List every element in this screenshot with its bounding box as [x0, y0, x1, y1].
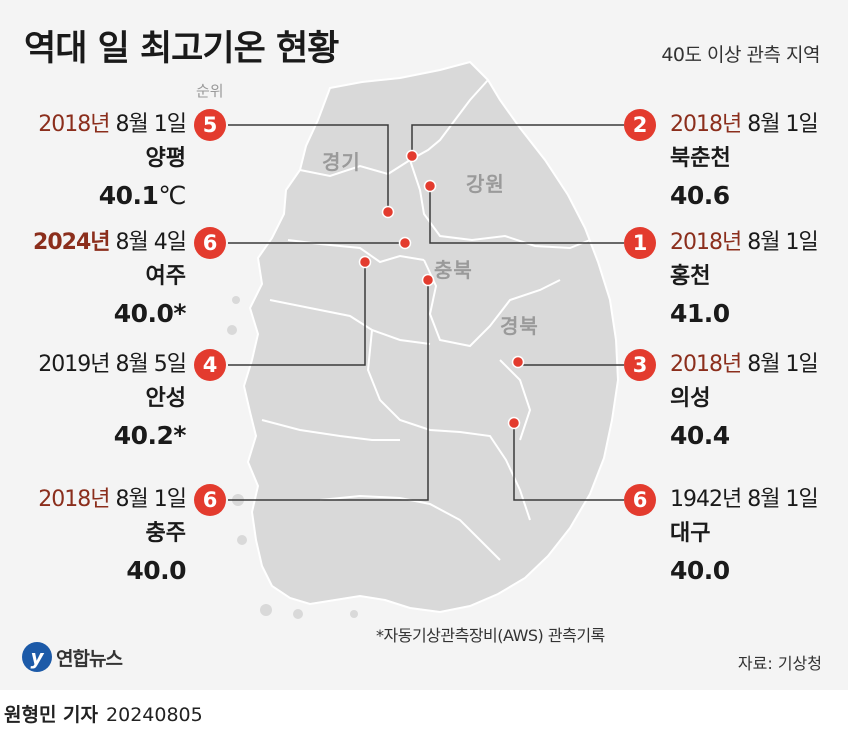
dot-daegu	[507, 416, 521, 430]
map-island	[232, 296, 240, 304]
entry-temp-value: 40.1	[98, 181, 159, 210]
entry-temp: 41.0	[670, 299, 730, 328]
entry-daegu: 1942년 8월 1일 대구 40.0	[670, 485, 848, 589]
entry-year: 2019년	[38, 352, 110, 377]
entry-temp: 40.2*	[113, 421, 187, 450]
region-label-gyeongbuk: 경북	[500, 314, 539, 338]
entry-date: 2018년 8월 1일	[670, 228, 848, 258]
entry-yangpyeong: 2018년 8월 1일 양평 40.1℃	[0, 110, 187, 214]
entry-year: 2018년	[670, 112, 742, 137]
entry-year: 2018년	[670, 230, 742, 255]
entry-year: 2024년	[33, 230, 110, 255]
entry-date: 2018년 8월 1일	[670, 350, 848, 380]
connector-daegu	[513, 423, 624, 501]
rank-badge: 4	[194, 349, 226, 381]
entry-year: 1942년	[670, 487, 742, 512]
connector-yangpyeong	[228, 124, 389, 212]
connector-hongcheon	[429, 186, 624, 244]
dot-chungju	[421, 273, 435, 287]
entry-year: 2018년	[38, 112, 110, 137]
byline-date: 20240805	[106, 704, 203, 726]
rank-badge: 6	[194, 227, 226, 259]
entry-month-day: 8월 1일	[741, 487, 818, 512]
map-island	[237, 535, 247, 545]
korea-map	[227, 60, 624, 619]
entry-place: 양평	[145, 146, 186, 171]
yonhap-logo: y 연합뉴스	[22, 642, 123, 672]
map-island	[260, 604, 272, 616]
dot-yeoju	[398, 236, 412, 250]
entry-bukchuncheon: 2018년 8월 1일 북춘천 40.6	[670, 110, 848, 214]
entry-uiseong: 2018년 8월 1일 의성 40.4	[670, 350, 848, 454]
connector-anseong	[228, 262, 366, 366]
map-island	[227, 325, 237, 335]
region-label-chungbuk: 충북	[434, 258, 473, 282]
logo-text: 연합뉴스	[56, 647, 123, 670]
entry-month-day: 8월 4일	[109, 230, 187, 255]
entry-yeoju: 2024년 8월 4일 여주 40.0*	[0, 228, 187, 332]
page-title: 역대 일 최고기온 현황	[24, 29, 339, 69]
entry-date: 1942년 8월 1일	[670, 485, 848, 515]
rank-badge: 6	[194, 484, 226, 516]
temp-unit: ℃	[158, 181, 186, 210]
entry-year: 2018년	[670, 352, 742, 377]
entry-temp: 40.6	[670, 181, 730, 210]
dot-hongcheon	[423, 179, 437, 193]
entry-hongcheon: 2018년 8월 1일 홍천 41.0	[670, 228, 848, 332]
location-dots	[358, 149, 525, 430]
entry-place: 충주	[145, 521, 186, 546]
entry-place: 북춘천	[670, 146, 731, 171]
source-credit: 자료: 기상청	[737, 654, 822, 673]
dot-yangpyeong	[381, 205, 395, 219]
rank-badge: 5	[194, 109, 226, 141]
page-subtitle: 40도 이상 관측 지역	[661, 44, 820, 66]
entry-place: 의성	[670, 386, 711, 411]
region-label-gangwon: 강원	[466, 172, 505, 196]
entry-month-day: 8월 1일	[741, 112, 818, 137]
map-island	[293, 609, 303, 619]
entry-temp: 40.0	[670, 556, 730, 585]
rank-badge: 6	[624, 484, 656, 516]
dot-anseong	[358, 255, 372, 269]
province-borders	[261, 79, 591, 561]
entry-month-day: 8월 1일	[109, 112, 187, 137]
entry-year: 2018년	[38, 487, 110, 512]
entry-temp: 40.0	[126, 556, 186, 585]
rank-badge: 1	[624, 227, 656, 259]
dot-bukchuncheon	[405, 149, 419, 163]
entry-date: 2019년 8월 5일	[0, 350, 187, 380]
entry-temp: 40.4	[670, 421, 730, 450]
rank-badge: 2	[624, 109, 656, 141]
entry-month-day: 8월 5일	[109, 352, 187, 377]
entry-date: 2018년 8월 1일	[0, 110, 187, 140]
entry-month-day: 8월 1일	[109, 487, 187, 512]
rank-badge: 3	[624, 349, 656, 381]
connector-lines	[228, 124, 624, 501]
entry-temp: 40.0*	[113, 299, 187, 328]
connector-bukchuncheon	[411, 124, 624, 156]
footnote: *자동기상관측장비(AWS) 관측기록	[376, 626, 605, 645]
entry-place: 여주	[145, 264, 186, 289]
entry-chungju: 2018년 8월 1일 충주 40.0	[0, 485, 187, 589]
entry-date: 2018년 8월 1일	[670, 110, 848, 140]
connector-chungju	[228, 280, 429, 501]
region-label-gyeonggi: 경기	[322, 150, 361, 174]
entry-month-day: 8월 1일	[741, 230, 818, 255]
rank-label: 순위	[196, 82, 224, 100]
byline: 원형민 기자 20240805	[4, 700, 203, 727]
entry-temp: 40.1℃	[0, 178, 187, 214]
map-landmass	[242, 60, 620, 614]
map-island	[350, 610, 358, 618]
entry-date: 2018년 8월 1일	[0, 485, 187, 515]
entry-date: 2024년 8월 4일	[0, 228, 187, 258]
entry-month-day: 8월 1일	[741, 352, 818, 377]
yonhap-logo-icon: y	[22, 642, 52, 672]
dot-uiseong	[511, 355, 525, 369]
byline-author: 원형민 기자	[4, 704, 99, 726]
entry-place: 홍천	[670, 264, 711, 289]
entry-anseong: 2019년 8월 5일 안성 40.2*	[0, 350, 187, 454]
entry-place: 대구	[670, 521, 711, 546]
entry-place: 안성	[145, 386, 186, 411]
